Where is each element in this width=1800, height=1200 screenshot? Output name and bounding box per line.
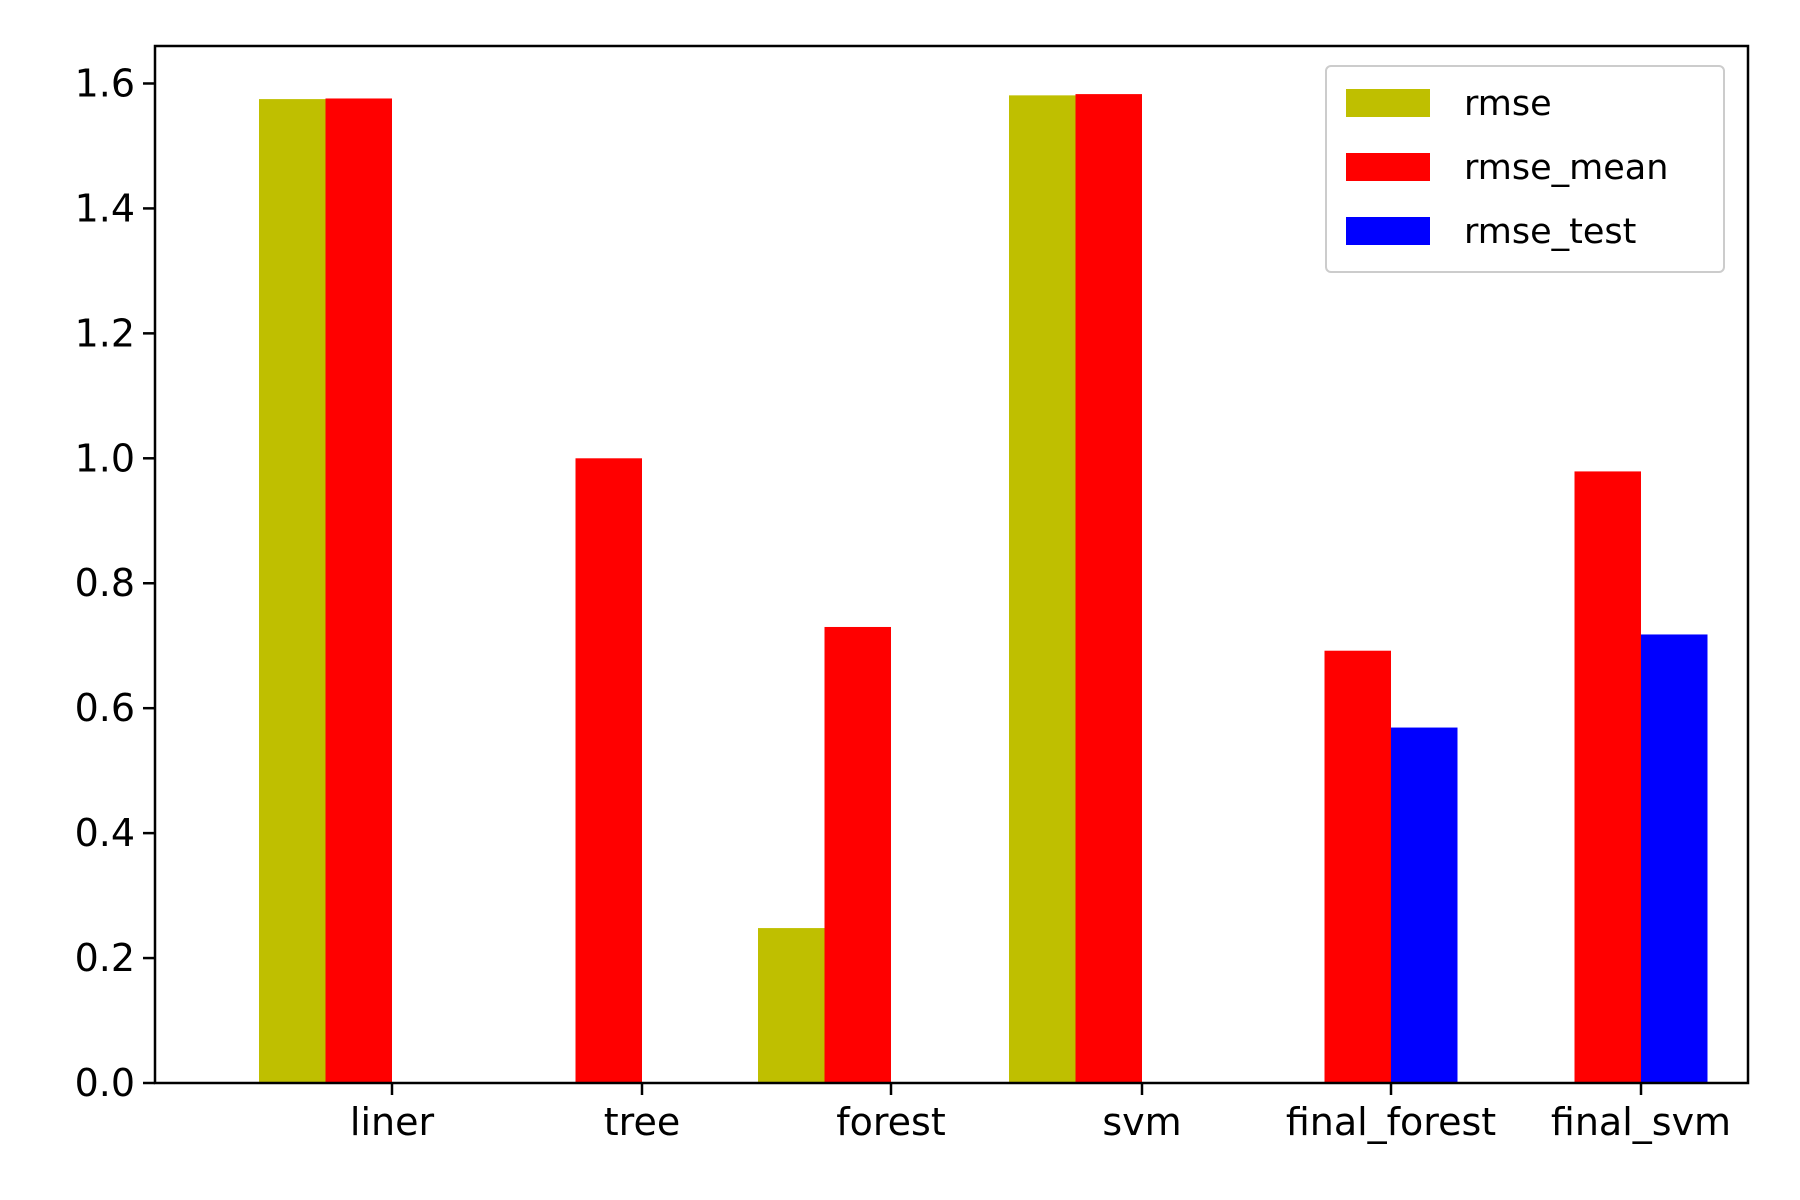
y-tick-label: 0.6 xyxy=(75,686,135,730)
legend-label-rmse: rmse xyxy=(1464,84,1552,124)
y-tick-label: 0.4 xyxy=(75,811,135,855)
bar-rmse_mean-svm xyxy=(1075,94,1142,1083)
bar-rmse_mean-liner xyxy=(325,98,392,1083)
x-axis: liner tree forest svm final_forest final_svm xyxy=(350,1083,1731,1144)
y-tick-label: 0.8 xyxy=(75,561,135,605)
bar-rmse-forest xyxy=(758,928,825,1083)
legend-swatch-rmse xyxy=(1346,89,1430,117)
bar-rmse_mean-final_svm xyxy=(1574,471,1641,1083)
y-tick-label: 1.4 xyxy=(75,186,135,230)
y-tick-label: 0.0 xyxy=(75,1061,135,1105)
plot-frame xyxy=(153,44,1750,1085)
x-tick-label: final_forest xyxy=(1286,1100,1496,1144)
bar-rmse_mean-final_forest xyxy=(1324,650,1391,1083)
bar-rmse_mean-forest xyxy=(824,626,891,1083)
legend: rmse rmse_mean rmse_test xyxy=(1325,65,1725,273)
legend-swatch-rmse_test xyxy=(1346,217,1430,245)
y-axis: 0.0 0.2 0.4 0.6 0.8 1.0 1.2 1.4 1.6 xyxy=(75,61,155,1105)
bar-rmse_test-final_forest xyxy=(1391,727,1458,1083)
y-tick-label: 1.2 xyxy=(75,311,135,355)
x-tick-label: svm xyxy=(1102,1100,1181,1144)
bar-rmse_mean-tree xyxy=(575,458,642,1083)
bar-rmse_test-final_svm xyxy=(1641,634,1708,1083)
legend-label-rmse_mean: rmse_mean xyxy=(1464,148,1668,188)
legend-swatch-rmse_mean xyxy=(1346,153,1430,181)
bar-rmse-svm xyxy=(1009,95,1076,1084)
bar-rmse-liner xyxy=(259,99,326,1084)
y-tick-label: 1.6 xyxy=(75,61,135,105)
x-tick-label: tree xyxy=(604,1100,680,1144)
x-tick-label: liner xyxy=(350,1100,435,1144)
y-tick-label: 1.0 xyxy=(75,436,135,480)
legend-label-rmse_test: rmse_test xyxy=(1464,212,1636,252)
x-tick-label: forest xyxy=(836,1100,946,1144)
x-tick-label: final_svm xyxy=(1551,1100,1731,1144)
bars-layer xyxy=(259,94,1708,1084)
y-tick-label: 0.2 xyxy=(75,936,135,980)
